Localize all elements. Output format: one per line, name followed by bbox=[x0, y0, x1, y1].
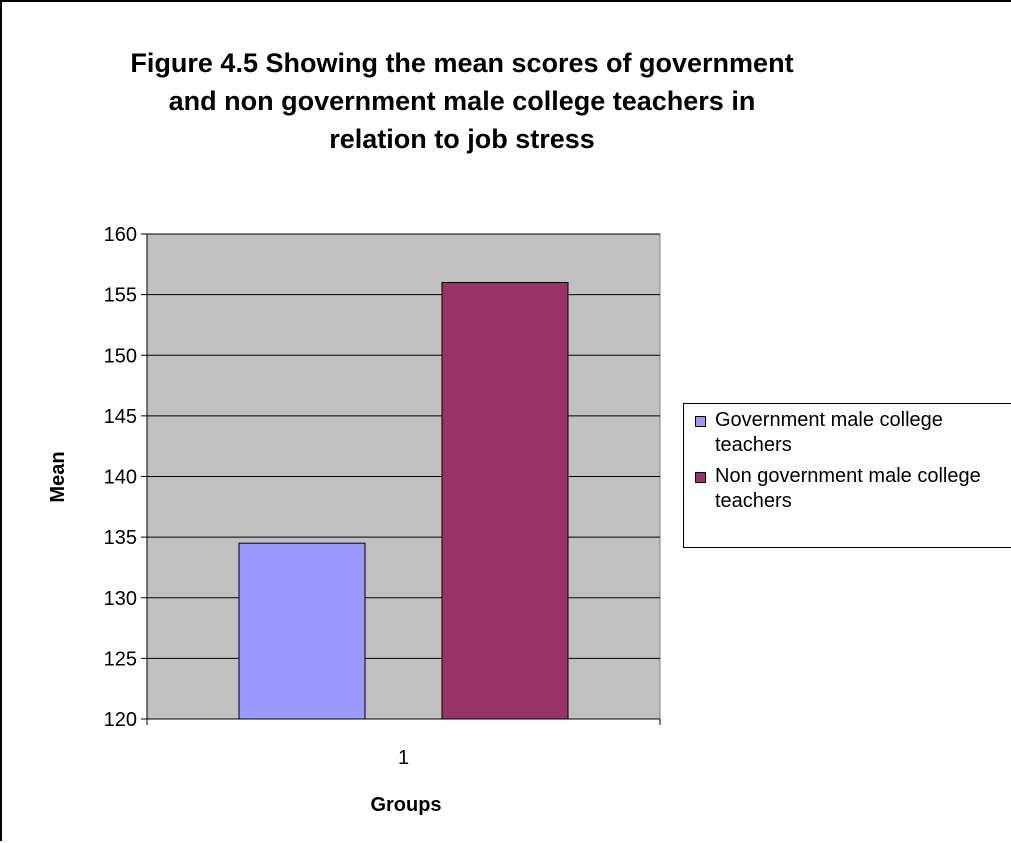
y-tick-label: 130 bbox=[104, 588, 137, 610]
axis-labels: Mean Groups 120 125 130 135 140 145 150 155 160 1 bbox=[47, 224, 442, 816]
bar-non-government bbox=[441, 282, 569, 720]
chart-title: Figure 4.5 Showing the mean scores of go… bbox=[130, 48, 794, 154]
x-axis-title: Groups bbox=[370, 794, 441, 816]
y-tick-label: 120 bbox=[104, 709, 137, 731]
legend-item: Non government male college teachers bbox=[694, 464, 1011, 514]
bar-government bbox=[238, 542, 366, 720]
legend-swatch bbox=[695, 416, 706, 427]
y-tick-label: 145 bbox=[104, 406, 137, 428]
y-tick-label: 140 bbox=[104, 467, 137, 489]
legend-label: Non government male college teachers bbox=[715, 465, 981, 512]
legend-item: Government male college teachers bbox=[694, 408, 1011, 458]
y-tick-label: 125 bbox=[104, 648, 137, 670]
legend: Government male college teachers Non gove… bbox=[683, 403, 1011, 548]
legend-label: Government male college teachers bbox=[715, 409, 943, 456]
y-tick-label: 155 bbox=[104, 285, 137, 307]
plot-area bbox=[141, 233, 661, 725]
chart-marks bbox=[238, 282, 569, 720]
y-axis-title: Mean bbox=[47, 451, 69, 502]
legend-swatch bbox=[695, 472, 706, 483]
y-tick-label: 150 bbox=[104, 345, 137, 367]
y-tick-label: 160 bbox=[104, 224, 137, 246]
y-tick-label: 135 bbox=[104, 527, 137, 549]
x-tick-label: 1 bbox=[398, 747, 409, 769]
